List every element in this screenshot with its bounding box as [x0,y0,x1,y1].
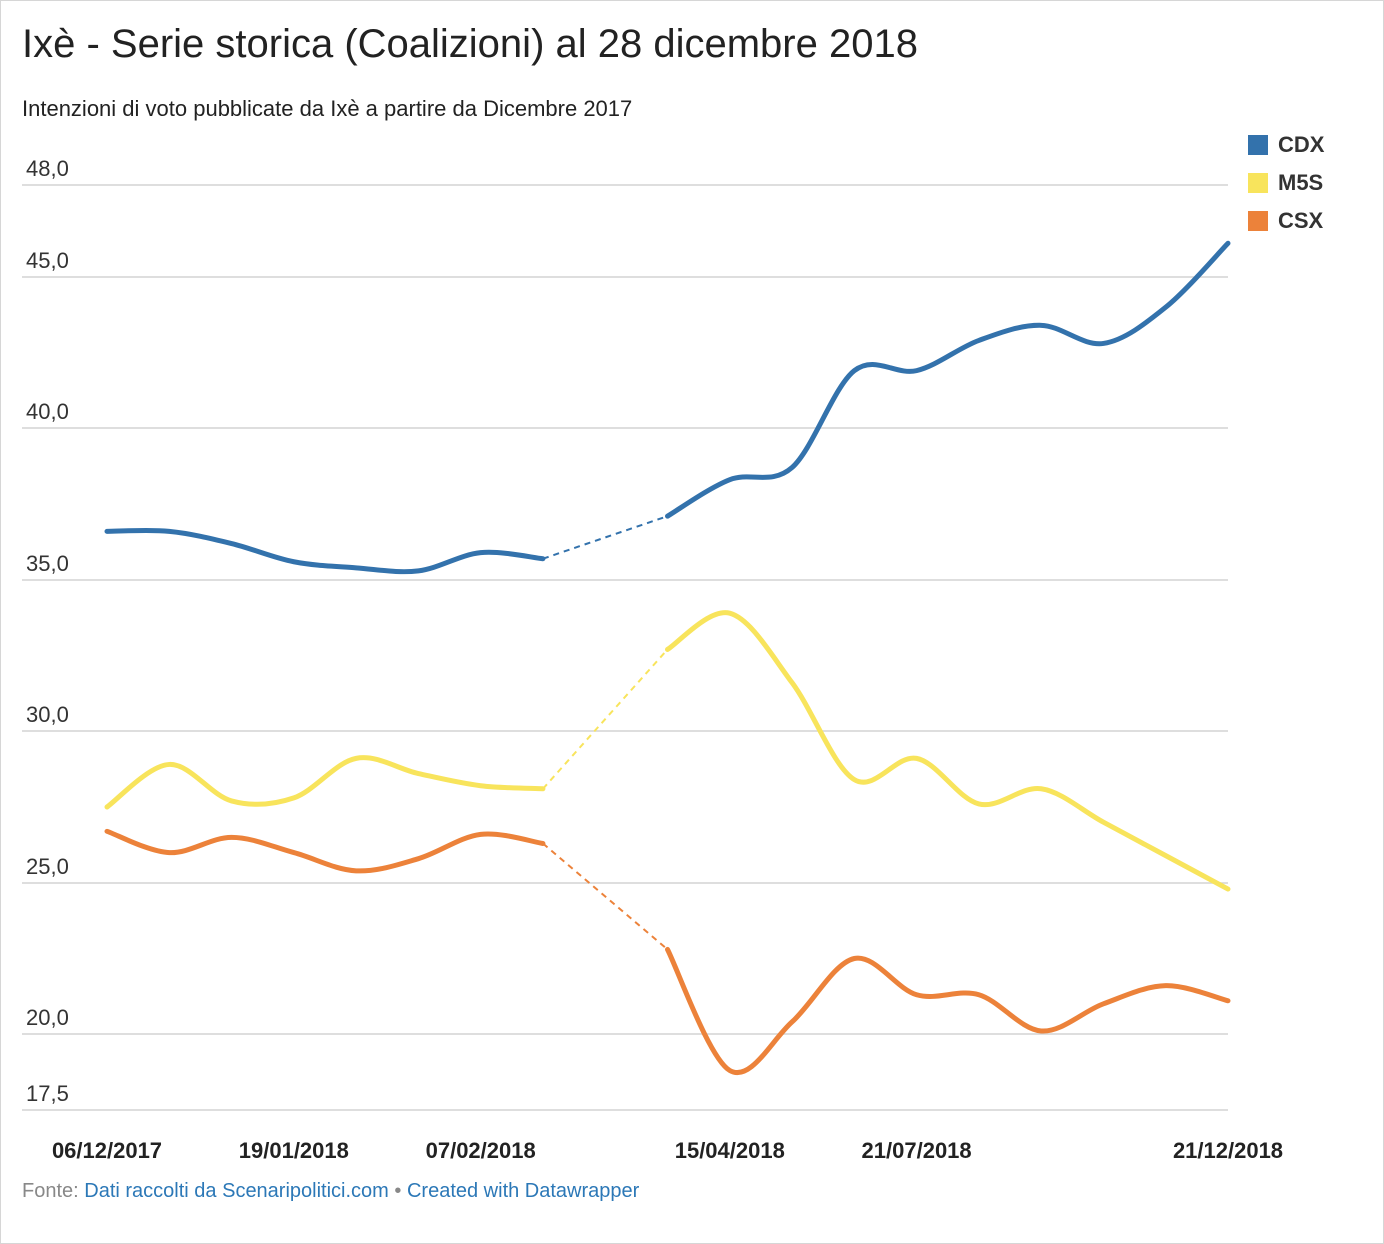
chart-footer: Fonte: Dati raccolti da Scenaripolitici.… [22,1180,639,1203]
legend-label-m5s: M5S [1278,170,1324,195]
series-line-cdx [104,527,546,575]
legend-swatch-cdx [1248,135,1268,155]
y-tick-label: 40,0 [26,399,69,424]
x-tick-label: 06/12/2017 [52,1138,162,1163]
legend-swatch-csx [1248,211,1268,231]
chart-title: Ixè - Serie storica (Coalizioni) al 28 d… [22,22,918,66]
series-gap-m5s [542,648,669,790]
series-line-cdx [665,240,1231,519]
credit-link[interactable]: Created with Datawrapper [406,1180,640,1202]
y-tick-label: 25,0 [26,854,69,879]
legend-label-cdx: CDX [1278,132,1325,157]
x-tick-label: 21/07/2018 [862,1138,972,1163]
x-tick-label: 19/01/2018 [239,1138,349,1163]
y-tick-label: 17,5 [26,1081,69,1106]
y-tick-label: 30,0 [26,702,69,727]
y-tick-label: 20,0 [26,1005,69,1030]
chart-subtitle: Intenzioni di voto pubblicate da Ixè a p… [22,96,633,121]
legend-item-csx: CSX [1248,202,1324,240]
x-tick-label: 07/02/2018 [426,1138,536,1163]
y-tick-label: 48,0 [26,156,69,181]
x-tick-label: 15/04/2018 [675,1138,785,1163]
legend: CDX M5S CSX [1248,126,1324,240]
series-line-csx [665,946,1231,1076]
series-line-csx [104,828,546,874]
source-prefix: Fonte: [22,1180,79,1202]
footer-separator: • [394,1180,402,1202]
source-link[interactable]: Dati raccolti da Scenaripolitici.com [84,1180,389,1202]
y-tick-label: 45,0 [26,248,69,273]
series-gap-csx [542,842,669,951]
y-tick-label: 35,0 [26,551,69,576]
series-line-m5s [665,610,1231,892]
series-line-m5s [104,755,546,810]
legend-item-m5s: M5S [1248,164,1324,202]
series-gap-cdx [542,515,668,560]
x-tick-label: 21/12/2018 [1173,1138,1283,1163]
legend-item-cdx: CDX [1248,126,1324,164]
legend-label-csx: CSX [1278,208,1324,233]
legend-swatch-m5s [1248,173,1268,193]
